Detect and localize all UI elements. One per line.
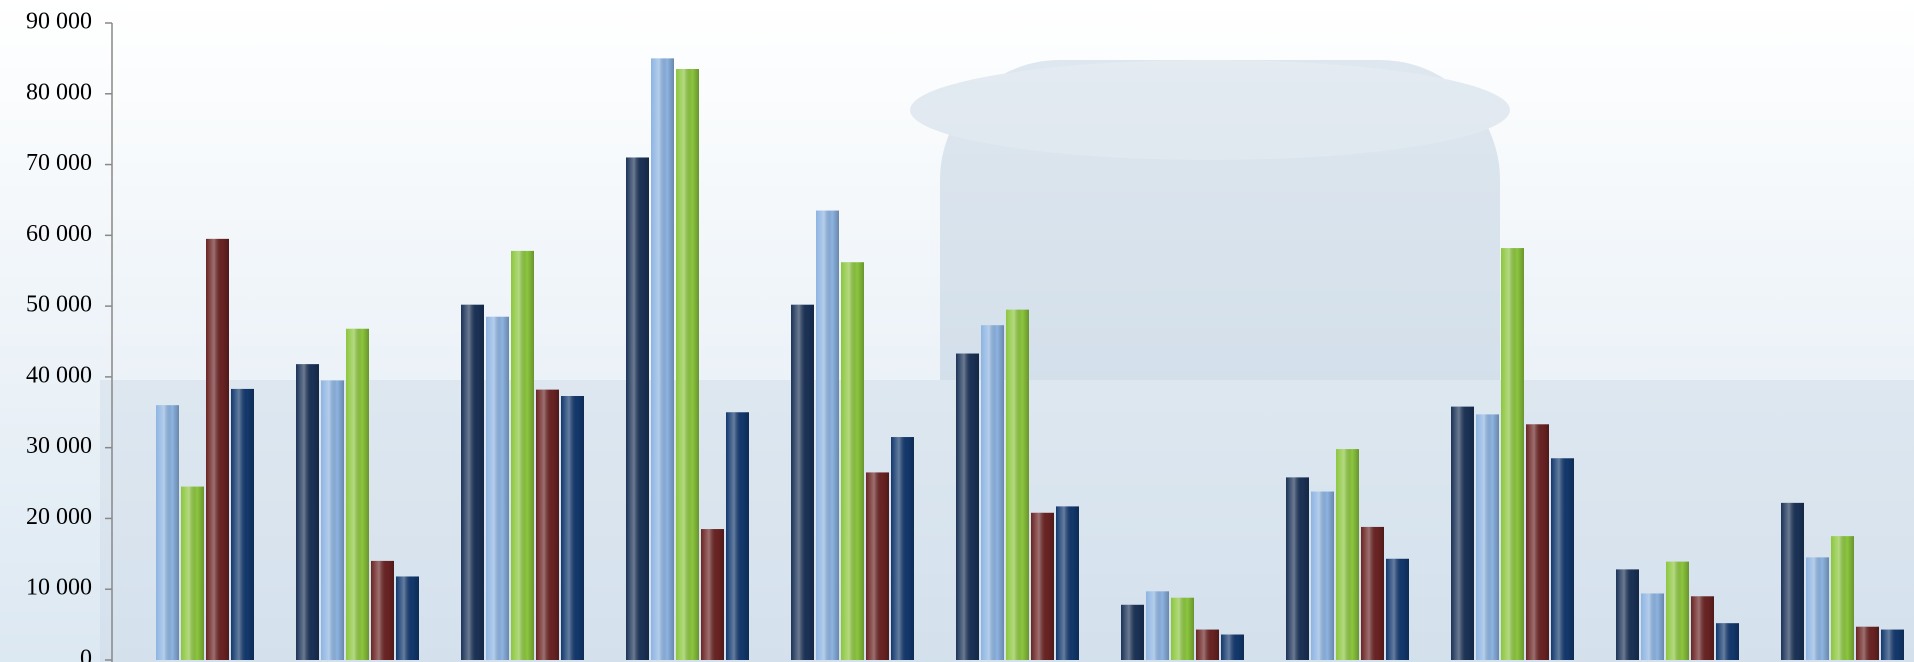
bar-shine [511, 250, 534, 660]
bar-shine [346, 328, 369, 660]
y-tick-label: 30 000 [26, 433, 92, 459]
bar-shine [891, 437, 914, 660]
bar-shine [321, 380, 344, 660]
bar-shine [1716, 623, 1739, 660]
background-building [100, 60, 1914, 662]
bar-shine [791, 304, 814, 660]
y-tick-label: 80 000 [26, 79, 92, 105]
bar-shine [1006, 309, 1029, 660]
bar-shine [956, 353, 979, 660]
bar-shine [561, 395, 584, 660]
bar-shine [651, 58, 674, 660]
bar-shine [1146, 591, 1169, 660]
bar-shine [1056, 506, 1079, 660]
bar-shine [816, 210, 839, 661]
bar-shine [1781, 502, 1804, 660]
bar-shine [1336, 449, 1359, 660]
bar-shine [1451, 406, 1474, 660]
bar-shine [726, 412, 749, 660]
y-tick-label: 50 000 [26, 292, 92, 318]
bar-shine [1616, 569, 1639, 660]
bar-shine [536, 389, 559, 660]
bar-shine [461, 304, 484, 660]
bar-shine [486, 316, 509, 660]
bar-shine [156, 405, 179, 660]
bar-shine [1286, 477, 1309, 660]
bar-shine [1311, 491, 1334, 660]
bar-shine [1476, 414, 1499, 660]
bar-shine [841, 262, 864, 660]
y-tick-label: 60 000 [26, 221, 92, 247]
y-tick-label: 0 [80, 646, 92, 662]
bar-shine [626, 157, 649, 660]
bar-shine [676, 69, 699, 660]
bar-shine [701, 529, 724, 660]
bar-shine [1641, 593, 1664, 660]
bar-shine [1386, 558, 1409, 660]
bar-shine [1856, 626, 1879, 660]
bar-shine [1196, 629, 1219, 660]
bar-shine [1806, 557, 1829, 660]
bar-shine [1881, 629, 1904, 660]
bar-shine [231, 388, 254, 660]
bar-shine [1551, 458, 1574, 660]
bar-shine [206, 238, 229, 660]
bar-shine [981, 325, 1004, 660]
bar-shine [866, 472, 889, 660]
y-tick-label: 10 000 [26, 575, 92, 601]
bar-shine [1831, 536, 1854, 660]
bar-shine [1691, 596, 1714, 660]
bar-shine [371, 560, 394, 660]
y-tick-label: 90 000 [26, 9, 92, 35]
bar-shine [1501, 248, 1524, 660]
bar-shine [1526, 424, 1549, 660]
bar-shine [181, 486, 204, 660]
bar-shine [296, 364, 319, 660]
bar-shine [396, 576, 419, 660]
y-tick-label: 70 000 [26, 150, 92, 176]
bar-shine [1666, 561, 1689, 660]
y-tick-label: 40 000 [26, 362, 92, 388]
bar-shine [1171, 597, 1194, 660]
bar-shine [1121, 604, 1144, 660]
y-tick-label: 20 000 [26, 504, 92, 530]
bar-shine [1361, 526, 1384, 660]
bar-shine [1221, 634, 1244, 660]
bar-shine [1031, 512, 1054, 660]
